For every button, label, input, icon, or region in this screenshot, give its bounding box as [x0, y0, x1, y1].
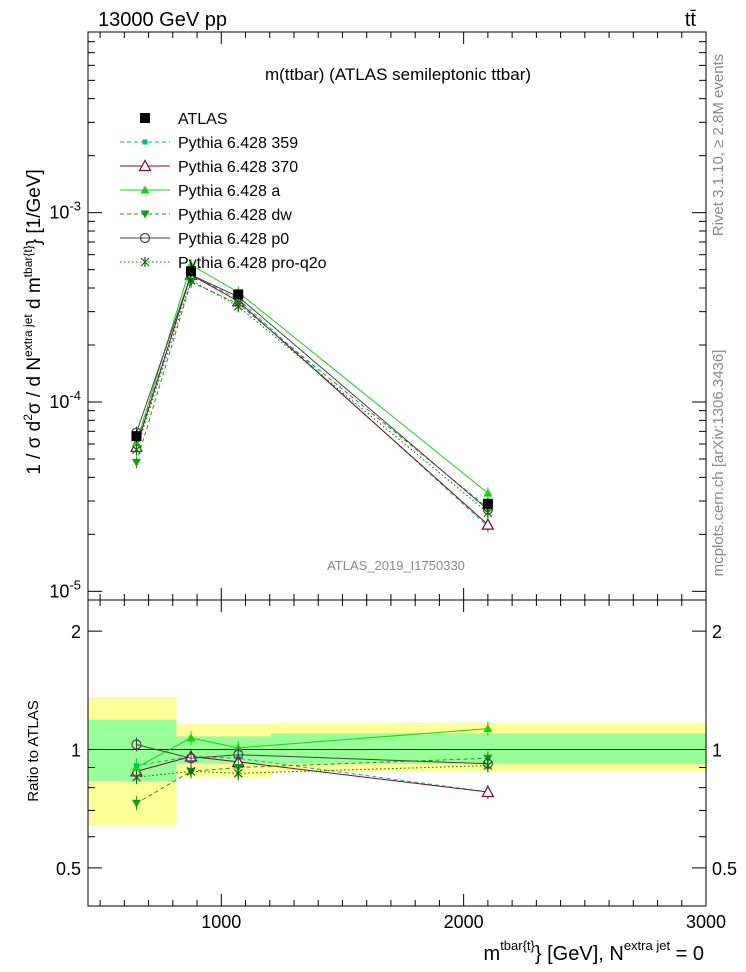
ratio-point-2	[233, 743, 243, 752]
legend-label: ATLAS	[178, 111, 228, 128]
legend-marker	[140, 257, 150, 267]
ratio-y-tick-label: 2	[71, 622, 81, 642]
data-point	[233, 289, 244, 300]
ratio-y-tick-label-right: 0.5	[712, 859, 737, 879]
analysis-tag: ATLAS_2019_I1750330	[327, 558, 465, 573]
ratio-point-2	[186, 733, 196, 742]
data-point	[186, 266, 196, 277]
legend-marker	[138, 159, 152, 172]
legend-marker	[140, 113, 150, 123]
rivet-version-label: Rivet 3.1.10, ≥ 2.8M events	[710, 54, 727, 237]
process-label: tt̄	[685, 9, 697, 31]
series-line-2	[135, 264, 489, 494]
series-point-1	[481, 517, 495, 530]
data-point	[482, 498, 493, 509]
ratio-point-5	[186, 766, 196, 777]
legend-marker	[140, 185, 150, 194]
main-y-tick-label: 10-5	[49, 577, 81, 601]
ratio-line-3	[136, 757, 488, 804]
ratio-point-4	[185, 753, 197, 764]
legend-marker	[140, 210, 150, 219]
ratio-point-4	[233, 749, 244, 760]
ratio-line-0	[136, 755, 488, 793]
ratio-line-1	[136, 755, 488, 793]
legend-label: Pythia 6.428 pro-q2o	[178, 255, 327, 272]
main-y-tick-label: 10-4	[49, 388, 81, 412]
data-point	[131, 431, 142, 442]
legend-label: Pythia 6.428 dw	[178, 207, 292, 224]
ratio-line-4	[136, 743, 488, 765]
ratio-y-axis-title: Ratio to ATLAS	[25, 700, 42, 801]
energy-label: 13000 GeV pp	[98, 9, 227, 31]
ratio-band-inner	[88, 719, 177, 782]
series-line-0	[135, 274, 489, 527]
ratio-y-tick-label-right: 2	[712, 622, 722, 642]
source-label: mcplots.cern.ch [arXiv:1306.3436]	[710, 350, 727, 577]
legend-marker	[142, 139, 148, 145]
ratio-point-2	[131, 763, 141, 772]
series-point-5	[186, 275, 196, 286]
ratio-point-5	[132, 772, 141, 783]
series-point-5	[132, 444, 141, 455]
series-point-5	[233, 301, 243, 312]
ratio-point-5	[233, 768, 243, 779]
series-point-2	[483, 488, 493, 497]
ratio-plot-frame	[87, 599, 707, 907]
main-y-tick-label: 10-3	[49, 199, 81, 223]
x-tick-label: 1000	[201, 912, 241, 932]
ratio-y-tick-label: 1	[71, 741, 81, 761]
svg-text:mtbar{t}} [GeV], Nextra jet =: mtbar{t}} [GeV], Nextra jet = 0	[484, 938, 704, 965]
chart-title: m(ttbar) (ATLAS semileptonic ttbar)	[265, 65, 531, 84]
legend-label: Pythia 6.428 359	[178, 135, 298, 152]
ratio-line-2	[136, 728, 488, 768]
series-line-5	[135, 279, 489, 514]
x-tick-label: 2000	[444, 912, 484, 932]
ratio-point-5	[483, 760, 493, 771]
svg-text:1 / σ d2σ / d Nextra jet d mtb: 1 / σ d2σ / d Nextra jet d mtbar{t}} [1/…	[21, 169, 45, 475]
x-tick-label: 3000	[686, 912, 726, 932]
ratio-y-tick-label: 0.5	[56, 859, 81, 879]
ratio-point-1	[481, 785, 495, 798]
ratio-point-3	[131, 799, 141, 808]
legend-label: Pythia 6.428 p0	[178, 231, 289, 248]
x-axis-title: mtbar{t}} [GeV], Nextra jet = 0	[484, 938, 704, 965]
legend-marker	[139, 232, 151, 244]
legend-label: Pythia 6.428 370	[178, 159, 298, 176]
ratio-point-2	[483, 724, 493, 733]
ratio-y-tick-label-right: 1	[712, 741, 722, 761]
legend: ATLAS Pythia 6.428 359 Pythia 6.428 370 Pyt…	[120, 111, 327, 272]
series-point-3	[131, 458, 141, 467]
series-line-3	[135, 281, 489, 509]
main-y-axis-title: 1 / σ d2σ / d Nextra jet d mtbar{t}} [1/…	[21, 169, 45, 475]
series-line-4	[135, 274, 489, 511]
ratio-point-4	[131, 739, 142, 750]
series-line-1	[135, 274, 489, 526]
legend-label: Pythia 6.428 a	[178, 183, 280, 200]
